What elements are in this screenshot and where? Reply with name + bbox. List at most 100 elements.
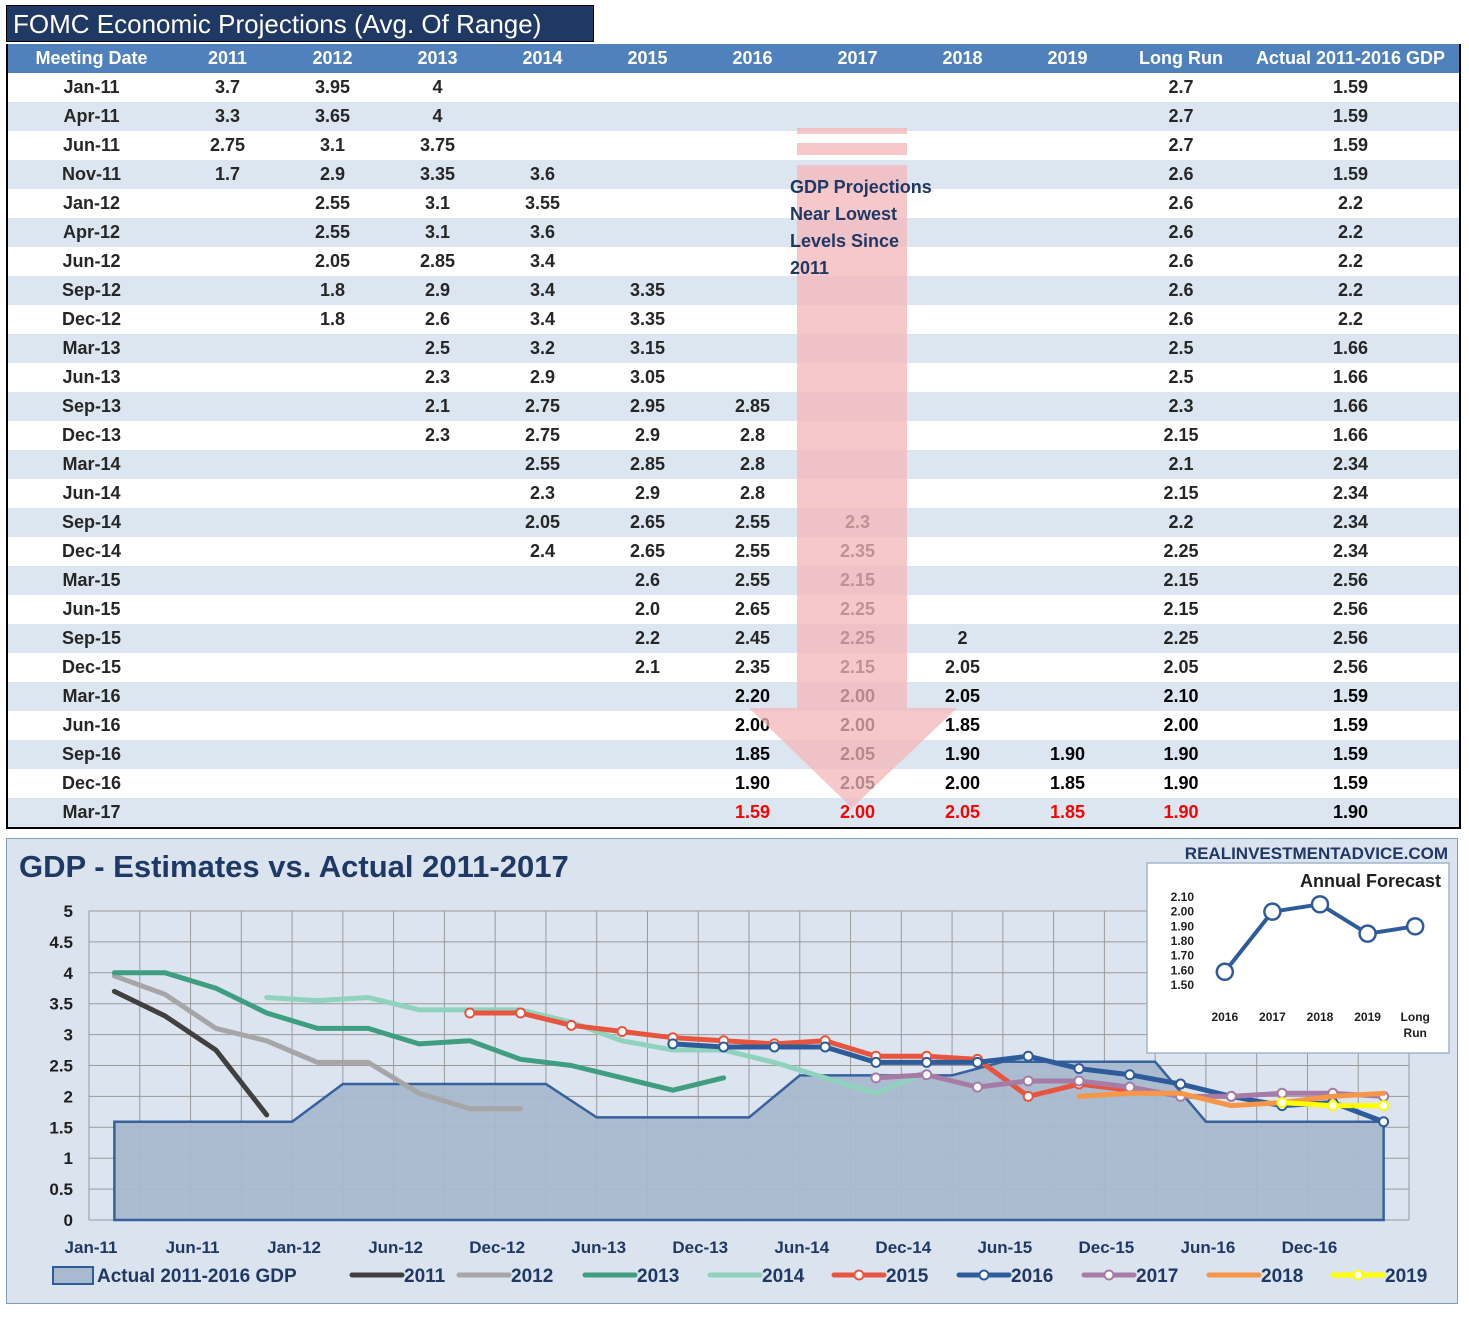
legend-label: 2011 bbox=[404, 1266, 446, 1287]
series-point-2015 bbox=[1022, 1090, 1034, 1102]
x-tick-label: Jan-11 bbox=[65, 1238, 118, 1257]
table-cell: 2.3 bbox=[424, 367, 451, 387]
table-cell: 2.00 bbox=[1163, 715, 1199, 735]
series-point-2016 bbox=[1378, 1116, 1390, 1128]
table-cell bbox=[700, 131, 805, 160]
series-point-2019 bbox=[1327, 1100, 1339, 1112]
table-cell bbox=[805, 421, 910, 450]
column-header: 2017 bbox=[805, 44, 910, 73]
table-cell: 3.65 bbox=[280, 102, 385, 131]
legend-swatch-area bbox=[52, 1266, 94, 1285]
table-cell bbox=[595, 711, 700, 740]
table-cell bbox=[910, 508, 1015, 537]
meeting-date-cell: Mar-15 bbox=[7, 566, 175, 595]
table-cell: 2.75 bbox=[524, 425, 561, 445]
table-row: Mar-15 2.6 2.55 2.15 2.15 2.56 bbox=[7, 566, 1460, 595]
meeting-date-cell: Jun-14 bbox=[62, 483, 121, 503]
table-cell: 2.6 bbox=[1168, 251, 1194, 271]
table-row: Sep-15 2.2 2.45 2.25 2 2.25 2.56 bbox=[7, 624, 1460, 653]
table-cell bbox=[910, 479, 1015, 508]
table-cell bbox=[1015, 682, 1120, 711]
table-row: Apr-12 2.55 3.1 3.6 2.6 2.2 bbox=[7, 218, 1460, 247]
table-cell bbox=[805, 392, 910, 421]
table-cell: 2.15 bbox=[805, 566, 910, 595]
table-cell bbox=[280, 624, 385, 653]
column-header: 2014 bbox=[490, 44, 595, 73]
table-cell: 2.7 bbox=[1120, 102, 1242, 131]
inset-x-tick: 2016 bbox=[1211, 1010, 1238, 1024]
series-2013 bbox=[111, 970, 727, 1093]
table-cell: 2.85 bbox=[419, 251, 456, 271]
meeting-date-cell: Jan-12 bbox=[62, 193, 121, 213]
column-header: Actual 2011-2016 GDP bbox=[1242, 44, 1460, 73]
table-cell bbox=[1015, 189, 1120, 218]
x-tick-label: Dec-13 bbox=[672, 1238, 728, 1257]
inset-title: Annual Forecast bbox=[1300, 871, 1441, 891]
table-cell bbox=[1015, 276, 1120, 305]
y-tick-label: 0 bbox=[64, 1211, 73, 1230]
table-cell: 2.9 bbox=[385, 276, 490, 305]
table-cell: 2.55 bbox=[314, 193, 351, 213]
x-tick-label: Dec-12 bbox=[469, 1238, 525, 1257]
table-cell bbox=[280, 653, 385, 682]
series-2019 bbox=[1276, 1097, 1390, 1112]
table-row: Nov-11 1.7 2.9 3.35 3.6 2.6 1.59 bbox=[7, 160, 1460, 189]
table-cell: 1.66 bbox=[1332, 425, 1369, 445]
table-cell: 1.90 bbox=[1242, 798, 1460, 828]
legend-label: 2013 bbox=[637, 1266, 679, 1287]
table-cell bbox=[490, 682, 595, 711]
table-cell bbox=[805, 334, 910, 363]
legend-label: 2019 bbox=[1385, 1266, 1427, 1287]
table-cell bbox=[910, 450, 1015, 479]
table-cell: 2.2 bbox=[1242, 276, 1460, 305]
table-row: Dec-16 1.90 2.05 2.00 1.85 1.90 1.59 bbox=[7, 769, 1460, 798]
table-cell bbox=[175, 798, 280, 828]
table-cell bbox=[1015, 102, 1120, 131]
table-cell: 3.75 bbox=[419, 135, 456, 155]
table-cell bbox=[175, 508, 280, 537]
table-cell: 2.15 bbox=[1163, 599, 1199, 619]
table-cell: 2.15 bbox=[1163, 425, 1199, 445]
table-row: Jun-12 2.05 2.85 3.4 2.6 2.2 bbox=[7, 247, 1460, 276]
table-row: Jan-11 3.7 3.95 4 2.7 1.59 bbox=[7, 73, 1460, 102]
table-cell bbox=[1015, 334, 1120, 363]
table-cell bbox=[385, 682, 490, 711]
table-cell: 2.25 bbox=[839, 599, 876, 619]
table-cell: 1.90 bbox=[1015, 740, 1120, 769]
table-row: Jun-11 2.75 3.1 3.75 2.7 1.59 bbox=[7, 131, 1460, 160]
table-cell bbox=[1015, 566, 1120, 595]
table-cell bbox=[280, 334, 385, 363]
inset-y-tick: 1.60 bbox=[1171, 963, 1195, 977]
series-point-2016 bbox=[819, 1041, 831, 1053]
table-cell: 2.55 bbox=[490, 450, 595, 479]
series-point-2016 bbox=[718, 1041, 730, 1053]
table-cell: 1.90 bbox=[734, 773, 771, 793]
meeting-date-cell: Dec-16 bbox=[61, 773, 122, 793]
table-cell bbox=[490, 740, 595, 769]
table-cell: 2.0 bbox=[634, 599, 661, 619]
table-row: Jan-12 2.55 3.1 3.55 2.6 2.2 bbox=[7, 189, 1460, 218]
legend-label: 2014 bbox=[762, 1266, 805, 1287]
table-cell: 1.85 bbox=[700, 740, 805, 769]
series-point-2016 bbox=[1175, 1078, 1187, 1090]
meeting-date-cell: Nov-11 bbox=[7, 160, 175, 189]
y-tick-label: 0.5 bbox=[49, 1180, 73, 1199]
table-cell bbox=[385, 798, 490, 828]
table-cell bbox=[175, 450, 280, 479]
table-cell bbox=[280, 740, 385, 769]
table-cell bbox=[805, 479, 910, 508]
table-cell bbox=[700, 363, 805, 392]
meeting-date-cell: Jun-11 bbox=[62, 135, 121, 155]
table-cell: 2.5 bbox=[1168, 367, 1194, 387]
series-point-2016 bbox=[1022, 1050, 1034, 1062]
table-cell bbox=[385, 566, 490, 595]
y-tick-label: 2 bbox=[64, 1087, 73, 1106]
table-cell: 1.66 bbox=[1242, 334, 1460, 363]
table-cell bbox=[490, 102, 595, 131]
table-cell bbox=[910, 421, 1015, 450]
arrow-text-line: 2011 bbox=[790, 258, 830, 278]
table-cell bbox=[490, 73, 595, 102]
legend-label: 2016 bbox=[1011, 1266, 1053, 1287]
table-cell: 2.34 bbox=[1242, 450, 1460, 479]
table-cell bbox=[910, 131, 1015, 160]
